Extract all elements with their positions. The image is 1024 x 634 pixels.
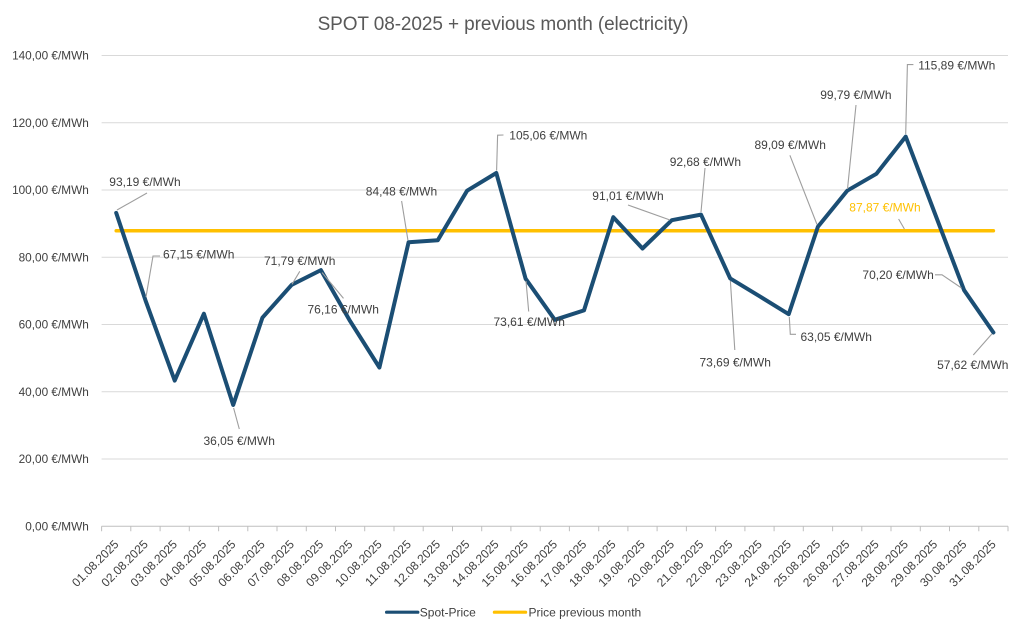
svg-text:105,06 €/MWh: 105,06 €/MWh [509, 128, 587, 142]
svg-text:70,20 €/MWh: 70,20 €/MWh [862, 268, 933, 282]
svg-text:140,00 €/MWh: 140,00 €/MWh [12, 49, 89, 63]
svg-text:73,69 €/MWh: 73,69 €/MWh [700, 356, 771, 370]
svg-text:57,62 €/MWh: 57,62 €/MWh [937, 358, 1008, 372]
svg-text:91,01 €/MWh: 91,01 €/MWh [592, 189, 663, 203]
svg-text:67,15 €/MWh: 67,15 €/MWh [163, 248, 234, 262]
svg-text:87,87 €/MWh: 87,87 €/MWh [849, 201, 920, 215]
svg-text:92,68 €/MWh: 92,68 €/MWh [670, 155, 741, 169]
svg-text:76,16 €/MWh: 76,16 €/MWh [308, 303, 379, 317]
svg-text:Spot-Price: Spot-Price [420, 606, 476, 620]
svg-text:80,00 €/MWh: 80,00 €/MWh [19, 250, 89, 264]
svg-text:89,09 €/MWh: 89,09 €/MWh [755, 138, 826, 152]
svg-text:71,79 €/MWh: 71,79 €/MWh [264, 254, 335, 268]
svg-text:100,00 €/MWh: 100,00 €/MWh [12, 183, 89, 197]
svg-text:36,05 €/MWh: 36,05 €/MWh [204, 434, 275, 448]
svg-text:0,00 €/MWh: 0,00 €/MWh [25, 519, 89, 533]
svg-text:63,05 €/MWh: 63,05 €/MWh [801, 330, 872, 344]
svg-text:115,89 €/MWh: 115,89 €/MWh [918, 59, 995, 73]
svg-text:120,00 €/MWh: 120,00 €/MWh [12, 116, 89, 130]
svg-text:99,79 €/MWh: 99,79 €/MWh [820, 88, 891, 102]
svg-text:73,61 €/MWh: 73,61 €/MWh [494, 315, 565, 329]
svg-text:40,00 €/MWh: 40,00 €/MWh [19, 385, 89, 399]
svg-text:SPOT 08-2025 + previous month: SPOT 08-2025 + previous month (electrici… [318, 14, 689, 35]
svg-text:20,00 €/MWh: 20,00 €/MWh [19, 452, 89, 466]
svg-text:84,48 €/MWh: 84,48 €/MWh [366, 185, 437, 199]
svg-text:93,19 €/MWh: 93,19 €/MWh [109, 175, 180, 189]
svg-text:60,00 €/MWh: 60,00 €/MWh [19, 318, 89, 332]
svg-text:Price previous month: Price previous month [529, 606, 642, 620]
